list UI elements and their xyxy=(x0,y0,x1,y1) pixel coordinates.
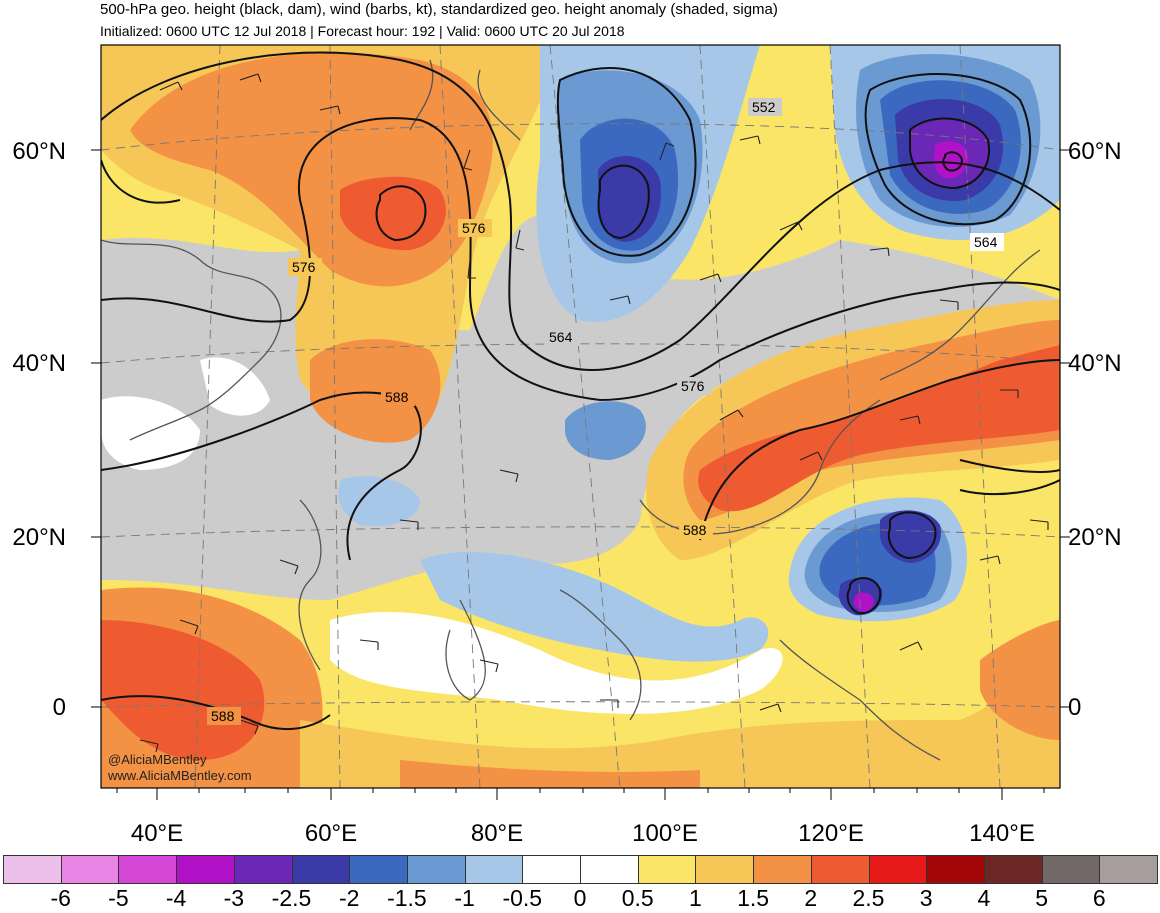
colorbar-swatch xyxy=(868,855,928,884)
plot-frame xyxy=(100,44,1061,789)
credit-handle: @AliciaMBentley xyxy=(108,752,207,767)
colorbar-label: 0.5 xyxy=(621,885,654,911)
lat-label-right: 40°N xyxy=(1068,350,1122,377)
contour-label: 588 xyxy=(211,708,235,724)
lon-label: 100°E xyxy=(632,820,698,847)
axis-ticks xyxy=(91,149,1070,800)
colorbar-label: -2 xyxy=(338,885,360,911)
colorbar-swatch xyxy=(1099,855,1159,884)
graticule xyxy=(101,45,1060,788)
lat-label-right: 20°N xyxy=(1068,524,1122,551)
colorbar-swatch xyxy=(233,855,293,884)
colorbar-swatch xyxy=(580,855,639,884)
map-subtitle: Initialized: 0600 UTC 12 Jul 2018 | Fore… xyxy=(100,23,625,39)
contour-label: 552 xyxy=(752,99,776,115)
contour-label: 564 xyxy=(974,234,998,250)
lon-label: 80°E xyxy=(470,820,524,847)
colorbar-label: 5 xyxy=(1035,885,1048,911)
lat-label-left: 60°N xyxy=(12,138,66,165)
colorbar-swatch xyxy=(464,855,524,884)
colorbar-swatch xyxy=(349,855,408,884)
colorbar xyxy=(3,855,1159,884)
lon-label: 140°E xyxy=(969,820,1035,847)
contour-label: 564 xyxy=(549,329,573,345)
colorbar-label: 2.5 xyxy=(852,885,885,911)
colorbar-label: 1 xyxy=(688,885,702,911)
contour-label: 576 xyxy=(462,220,486,236)
contour-labels: 552 564 564 576 576 576 588 588 588 xyxy=(207,98,1004,725)
contour-label: 576 xyxy=(292,259,316,275)
colorbar-swatch xyxy=(60,855,120,884)
credit-website: www.AliciaMBentley.com xyxy=(108,768,252,783)
colorbar-swatch xyxy=(291,855,351,884)
colorbar-swatch xyxy=(1041,855,1101,884)
lat-label-left: 20°N xyxy=(12,524,66,551)
colorbar-label: 2 xyxy=(804,885,818,911)
lat-label-left: 0 xyxy=(52,694,66,721)
wind-barbs xyxy=(139,73,1049,753)
colorbar-swatch xyxy=(926,855,985,884)
colorbar-label: 4 xyxy=(977,885,991,911)
colorbar-label: 6 xyxy=(1092,885,1106,911)
colorbar-swatch xyxy=(695,855,755,884)
colorbar-label: -1.5 xyxy=(387,885,427,911)
colorbar-label: -5 xyxy=(108,885,129,911)
colorbar-swatch xyxy=(637,855,697,884)
lat-label-right: 0 xyxy=(1068,694,1082,721)
colorbar-swatch xyxy=(810,855,870,884)
colorbar-swatch xyxy=(3,855,62,884)
lat-label-left: 40°N xyxy=(12,350,66,377)
colorbar-label: -6 xyxy=(50,885,71,911)
colorbar-swatch xyxy=(406,855,466,884)
colorbar-label: 3 xyxy=(919,885,933,911)
lon-label: 60°E xyxy=(304,820,358,847)
coastlines xyxy=(101,59,1041,761)
contour-label: 588 xyxy=(385,389,409,405)
colorbar-label: -0.5 xyxy=(502,885,543,911)
colorbar-swatch xyxy=(522,855,582,884)
map-title: 500-hPa geo. height (black, dam), wind (… xyxy=(100,1,778,18)
colorbar-label: 1.5 xyxy=(737,885,770,911)
contour-label: 576 xyxy=(681,378,705,394)
colorbar-label: -1 xyxy=(454,885,475,911)
colorbar-label: -2.5 xyxy=(271,885,312,911)
colorbar-label: -4 xyxy=(165,885,187,911)
lon-label: 120°E xyxy=(798,820,864,847)
colorbar-swatch xyxy=(118,855,178,884)
colorbar-swatch xyxy=(983,855,1043,884)
colorbar-swatch xyxy=(753,855,812,884)
contour-label: 588 xyxy=(683,522,707,538)
colorbar-label: 0 xyxy=(573,885,587,911)
colorbar-swatch xyxy=(176,855,235,884)
colorbar-label: -3 xyxy=(223,885,245,911)
lon-label: 40°E xyxy=(130,820,184,847)
lat-label-right: 60°N xyxy=(1068,138,1122,165)
